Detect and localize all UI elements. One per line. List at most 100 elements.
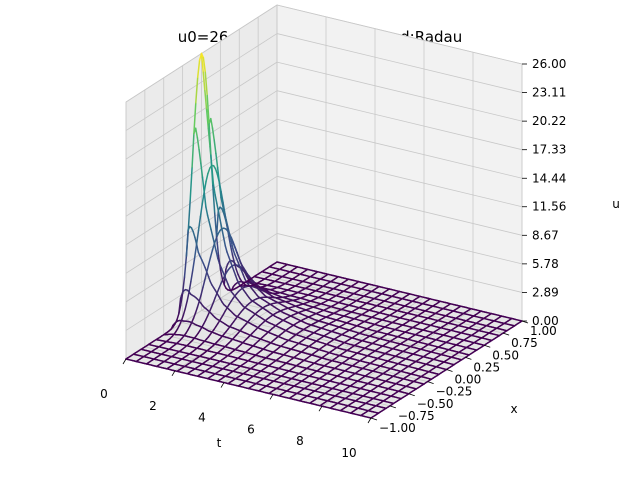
surface-line-t <box>366 283 370 287</box>
surface-line-x <box>200 52 204 73</box>
surface-line-t <box>335 275 340 279</box>
surface-line-t <box>203 180 207 193</box>
surface-line-t <box>509 317 513 321</box>
surface-line-x <box>210 228 214 238</box>
surface-line-x <box>205 206 209 217</box>
surface-line-x <box>211 127 215 141</box>
u-grid-line <box>276 4 523 65</box>
surface-line-t <box>345 278 350 282</box>
surface-line-x <box>194 127 199 139</box>
surface-line-t <box>236 251 240 259</box>
surface-line-t <box>194 306 199 314</box>
surface-line-x <box>220 196 224 207</box>
surface-line-t <box>498 315 503 319</box>
surface-line-t <box>178 319 183 326</box>
surface-line-x <box>212 183 216 196</box>
surface-line-t <box>188 280 192 293</box>
surface-line-x <box>217 210 221 222</box>
surface-line-x <box>240 269 244 276</box>
surface-line-t <box>376 285 380 289</box>
surface-line-x <box>225 263 229 271</box>
surface-line-t <box>216 287 220 294</box>
surface-line-t <box>229 245 234 256</box>
u-grid-line <box>276 61 523 122</box>
u-grid-line <box>276 175 523 236</box>
surface-line-t <box>186 291 190 302</box>
surface-line-t <box>197 216 202 232</box>
surface-line-x <box>232 247 236 255</box>
surface-line-t <box>220 190 224 204</box>
surface-line-t <box>184 300 188 310</box>
surface-line-t <box>192 256 196 271</box>
surface-line-t <box>196 300 201 309</box>
u-grid-line <box>276 33 523 93</box>
surface-line-t <box>224 212 228 226</box>
surface-line-t <box>356 280 360 284</box>
surface-line-x <box>233 269 237 277</box>
surface-line-x <box>225 279 229 285</box>
surface-line-t <box>216 173 221 183</box>
surface-line-x <box>230 240 234 250</box>
surface-line-t <box>205 172 209 183</box>
surface-line-x <box>215 152 219 169</box>
surface-line-x <box>196 137 200 151</box>
surface-line-t <box>204 271 208 281</box>
surface-line-t <box>238 257 242 264</box>
surface-line-x <box>216 202 220 213</box>
surface-line-x <box>198 149 202 164</box>
u-grid-line <box>276 204 523 265</box>
surface-line-t <box>447 303 452 306</box>
surface-line-t <box>235 268 239 276</box>
surface-line-x <box>224 245 228 253</box>
surface-line-t <box>234 246 238 254</box>
surface-line-t <box>407 293 411 296</box>
surface-line-x <box>192 230 196 239</box>
surface-line-x <box>222 236 227 247</box>
surface-line-x <box>214 193 218 204</box>
surface-line-t <box>214 292 218 299</box>
surface-line-x <box>200 162 204 178</box>
surface-line-t <box>180 314 185 322</box>
surface-line-x <box>242 273 246 280</box>
surface-line-t <box>222 201 226 215</box>
surface-line-t <box>210 301 215 309</box>
surface-line-t <box>206 311 211 317</box>
surface-line-x <box>226 251 230 258</box>
surface-line-x <box>210 117 214 129</box>
surface-line-t <box>231 254 236 264</box>
surface-line-t <box>294 266 299 269</box>
surface-line-t <box>195 229 200 245</box>
surface-line-t <box>304 268 309 272</box>
surface-line-t <box>193 243 198 259</box>
surface-line-t <box>201 191 205 205</box>
surface-line-t <box>478 310 482 314</box>
surface-line-t <box>226 224 230 237</box>
surface-line-x <box>202 71 206 92</box>
surface-line-t <box>208 306 213 313</box>
surface-line-x <box>205 108 210 129</box>
surface-line-t <box>232 241 236 249</box>
surface-line-t <box>182 307 187 316</box>
surface-line-t <box>202 278 206 288</box>
surface-line-t <box>218 181 222 193</box>
surface-line-t <box>315 271 319 274</box>
surface-line-t <box>209 249 214 258</box>
surface-line-t <box>233 261 237 271</box>
surface-line-t <box>240 262 244 269</box>
surface-line-t <box>199 203 204 218</box>
surface-line-x <box>206 214 211 224</box>
surface-line-x <box>231 265 235 272</box>
surface-line-t <box>218 283 222 290</box>
surface-line-t <box>211 242 216 251</box>
u-grid-line <box>276 233 523 293</box>
surface-line-x <box>215 250 219 260</box>
surface-line-x <box>221 228 225 239</box>
surface-line-t <box>325 273 329 277</box>
surface-line-t <box>198 293 202 302</box>
surface-line-t <box>396 290 401 294</box>
surface-line-t <box>427 298 431 301</box>
surface-line-x <box>207 275 211 283</box>
surface-line-t <box>241 266 246 273</box>
surface-line-x <box>219 219 223 230</box>
